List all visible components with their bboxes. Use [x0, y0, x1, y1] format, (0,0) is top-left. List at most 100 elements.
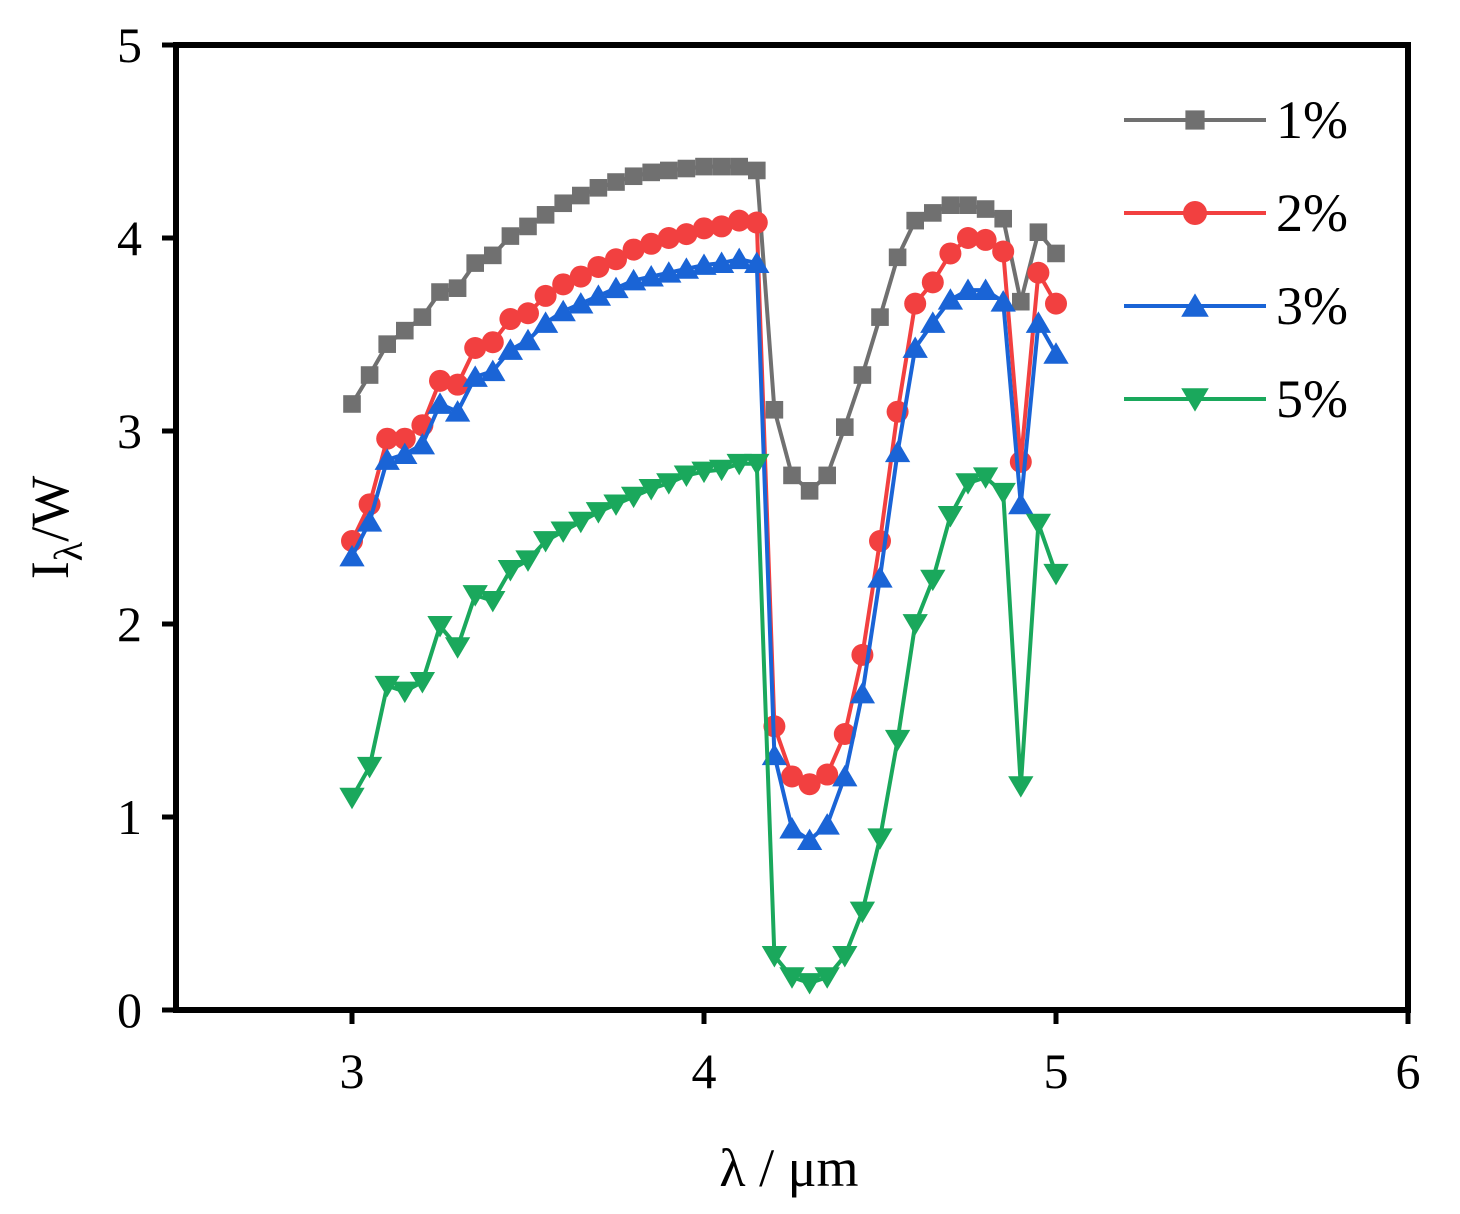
data-point	[356, 756, 383, 779]
data-point	[622, 238, 645, 261]
data-point	[1008, 492, 1034, 515]
y-axis-title-main: I	[20, 561, 80, 579]
data-point	[552, 273, 575, 296]
data-point	[691, 253, 717, 275]
data-point	[814, 967, 840, 989]
series-4	[339, 453, 1069, 995]
data-point	[902, 336, 928, 358]
data-point	[884, 729, 911, 752]
data-point	[554, 194, 572, 213]
y-tick-label: 1	[117, 789, 142, 845]
data-point	[519, 217, 537, 236]
data-point	[867, 566, 893, 588]
data-point	[603, 276, 629, 299]
data-point	[765, 400, 784, 419]
data-point	[1047, 244, 1065, 263]
data-point	[1009, 450, 1032, 473]
data-point	[587, 255, 610, 278]
data-point	[499, 308, 522, 331]
data-point	[992, 240, 1015, 263]
legend-marker	[1183, 201, 1207, 225]
data-point	[589, 179, 608, 197]
data-point	[481, 331, 504, 354]
data-point	[569, 265, 592, 288]
data-point	[730, 157, 748, 176]
series-2	[341, 209, 1067, 796]
data-point	[1025, 513, 1052, 536]
data-point	[1045, 292, 1067, 315]
data-point	[957, 227, 979, 249]
data-point	[800, 482, 819, 500]
data-point	[642, 163, 660, 182]
data-point	[339, 787, 365, 810]
data-point	[939, 242, 962, 265]
y-tick-label: 4	[117, 210, 142, 266]
data-point	[904, 292, 927, 315]
series-layer	[339, 157, 1069, 995]
data-point	[761, 946, 788, 968]
series-1	[343, 157, 1065, 500]
legend-label: 2%	[1276, 183, 1348, 243]
data-point	[356, 510, 383, 532]
data-point	[675, 223, 698, 246]
data-point	[972, 278, 999, 301]
data-point	[974, 228, 997, 251]
data-point	[849, 901, 876, 924]
data-point	[605, 248, 627, 271]
series-3	[339, 247, 1069, 851]
data-point	[620, 486, 647, 509]
data-point	[464, 337, 487, 360]
data-point	[429, 369, 451, 392]
data-point	[867, 828, 893, 850]
data-point	[374, 448, 400, 470]
data-point	[343, 395, 361, 413]
data-point	[497, 338, 524, 360]
data-point	[374, 675, 400, 698]
data-point	[339, 544, 365, 567]
data-point	[585, 284, 612, 306]
data-point	[1012, 292, 1030, 311]
data-point	[836, 418, 854, 436]
legend-label: 5%	[1276, 369, 1348, 429]
data-point	[833, 723, 856, 746]
data-point	[920, 311, 946, 333]
data-point	[748, 161, 766, 180]
data-point	[360, 366, 379, 384]
data-point	[446, 373, 469, 396]
data-point	[396, 321, 414, 340]
data-point	[816, 763, 839, 786]
data-point	[517, 302, 539, 325]
data-point	[796, 973, 823, 995]
data-point	[568, 511, 594, 534]
x-tick-label: 6	[1396, 1043, 1421, 1099]
data-point	[726, 247, 752, 270]
data-point	[849, 681, 876, 704]
legend: 1% 2% 3% 5%	[1124, 90, 1348, 429]
data-point	[691, 461, 717, 484]
x-axis: 3 4 5 6	[340, 1010, 1421, 1099]
x-tick-label: 3	[340, 1043, 365, 1099]
data-point	[779, 967, 805, 989]
data-point	[888, 248, 907, 267]
data-point	[902, 614, 928, 636]
plot-frame	[173, 42, 1411, 1013]
data-point	[393, 427, 416, 450]
data-point	[955, 278, 981, 301]
data-point	[959, 196, 977, 214]
data-point	[798, 773, 821, 796]
data-point	[920, 569, 946, 592]
data-point	[515, 328, 541, 351]
data-point	[638, 479, 664, 501]
data-point	[796, 828, 823, 851]
data-point	[1027, 261, 1050, 284]
data-point	[624, 167, 643, 186]
data-point	[1008, 776, 1034, 798]
data-point	[607, 173, 625, 191]
data-point	[990, 290, 1016, 312]
data-point	[871, 308, 889, 326]
data-point	[427, 616, 453, 638]
data-point	[1029, 223, 1048, 242]
data-point	[677, 159, 696, 178]
data-point	[603, 494, 629, 516]
